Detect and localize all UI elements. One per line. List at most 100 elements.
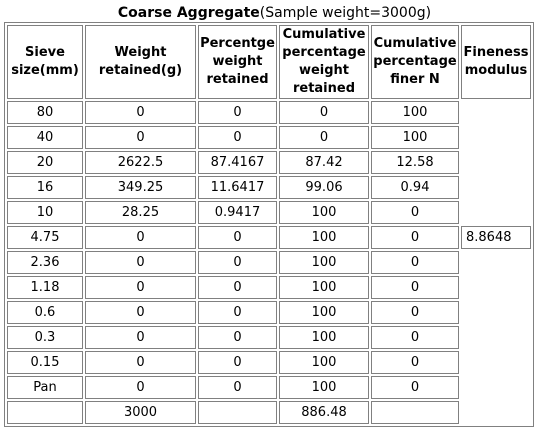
cell-cumulative-finer: 0: [371, 376, 459, 399]
cell-percent-retained: 87.4167: [198, 151, 277, 174]
cell-weight-retained: 0: [85, 351, 196, 374]
cell-sieve-size: 0.6: [7, 301, 83, 324]
cell-cumulative-finer: 0: [371, 226, 459, 249]
cell-weight-retained: 0: [85, 301, 196, 324]
total-cell-cumulative-finer: [371, 401, 459, 424]
cell-sieve-size: 2.36: [7, 251, 83, 274]
cell-percent-retained: 0: [198, 301, 277, 324]
cell-cumulative-retained: 100: [279, 201, 369, 224]
cell-cumulative-finer: 0: [371, 276, 459, 299]
cell-cumulative-finer: 0: [371, 351, 459, 374]
cell-sieve-size: 80: [7, 101, 83, 124]
cell-cumulative-retained: 100: [279, 351, 369, 374]
fineness-modulus-empty: [461, 176, 531, 199]
cell-cumulative-retained: 100: [279, 326, 369, 349]
cell-cumulative-retained: 87.42: [279, 151, 369, 174]
cell-percent-retained: 0: [198, 276, 277, 299]
cell-cumulative-retained: 100: [279, 376, 369, 399]
caption-title: Coarse Aggregate: [117, 5, 260, 21]
fineness-modulus-empty: [461, 376, 531, 399]
total-cell-weight-retained: 3000: [85, 401, 196, 424]
fineness-modulus-empty: [461, 101, 531, 124]
cell-weight-retained: 0: [85, 126, 196, 149]
cell-weight-retained: 0: [85, 226, 196, 249]
cell-percent-retained: 0: [198, 101, 277, 124]
cell-percent-retained: 0.9417: [198, 201, 277, 224]
total-cell-cumulative-retained: 886.48: [279, 401, 369, 424]
table-row: 0.15 0 0 100 0: [7, 351, 531, 374]
cell-percent-retained: 0: [198, 376, 277, 399]
cell-weight-retained: 0: [85, 101, 196, 124]
cell-cumulative-finer: 0: [371, 301, 459, 324]
cell-weight-retained: 0: [85, 326, 196, 349]
cell-cumulative-finer: 0: [371, 251, 459, 274]
table-row: 20 2622.5 87.4167 87.42 12.58: [7, 151, 531, 174]
cell-sieve-size: 10: [7, 201, 83, 224]
total-cell-sieve-size: [7, 401, 83, 424]
cell-cumulative-retained: 0: [279, 126, 369, 149]
cell-weight-retained: 0: [85, 251, 196, 274]
totals-row: 3000 886.48: [7, 401, 531, 424]
cell-sieve-size: 0.15: [7, 351, 83, 374]
cell-percent-retained: 0: [198, 351, 277, 374]
fineness-modulus-empty: [461, 326, 531, 349]
table-row: 80 0 0 0 100: [7, 101, 531, 124]
table-body: 80 0 0 0 100 40 0 0 0 100 20 2622.5 87.4167 87.42 12.5…: [7, 101, 531, 424]
cell-cumulative-finer: 0: [371, 326, 459, 349]
cell-cumulative-finer: 0.94: [371, 176, 459, 199]
cell-sieve-size: 16: [7, 176, 83, 199]
header-row: Sieve size(mm) Weight retained(g) Percen…: [7, 25, 531, 99]
cell-weight-retained: 2622.5: [85, 151, 196, 174]
fineness-modulus-empty: [461, 401, 531, 424]
cell-cumulative-retained: 100: [279, 276, 369, 299]
header-weight-retained: Weight retained(g): [85, 25, 196, 99]
cell-cumulative-finer: 0: [371, 201, 459, 224]
cell-cumulative-retained: 99.06: [279, 176, 369, 199]
cell-percent-retained: 0: [198, 251, 277, 274]
fineness-modulus-empty: [461, 351, 531, 374]
table-row: 40 0 0 0 100: [7, 126, 531, 149]
cell-sieve-size: 20: [7, 151, 83, 174]
cell-weight-retained: 0: [85, 276, 196, 299]
table-row: 10 28.25 0.9417 100 0: [7, 201, 531, 224]
header-cumulative-retained: Cumulative percentage weight retained: [279, 25, 369, 99]
cell-percent-retained: 11.6417: [198, 176, 277, 199]
cell-weight-retained: 0: [85, 376, 196, 399]
cell-cumulative-retained: 100: [279, 301, 369, 324]
fineness-modulus-empty: [461, 126, 531, 149]
fineness-modulus-empty: [461, 301, 531, 324]
cell-sieve-size: 1.18: [7, 276, 83, 299]
table-row: 2.36 0 0 100 0: [7, 251, 531, 274]
header-cumulative-finer: Cumulative percentage finer N: [371, 25, 459, 99]
table-row: 0.6 0 0 100 0: [7, 301, 531, 324]
cell-percent-retained: 0: [198, 326, 277, 349]
total-cell-percent-retained: [198, 401, 277, 424]
table-header: Sieve size(mm) Weight retained(g) Percen…: [7, 25, 531, 99]
fineness-modulus-empty: [461, 151, 531, 174]
table-row: Pan 0 0 100 0: [7, 376, 531, 399]
cell-cumulative-retained: 100: [279, 251, 369, 274]
table-row: 0.3 0 0 100 0: [7, 326, 531, 349]
cell-cumulative-finer: 100: [371, 126, 459, 149]
table-caption: Coarse Aggregate(Sample weight=3000g): [0, 4, 549, 22]
coarse-aggregate-table: Sieve size(mm) Weight retained(g) Percen…: [4, 22, 534, 427]
fineness-modulus-empty: [461, 201, 531, 224]
table-row: 4.75 0 0 100 0 8.8648: [7, 226, 531, 249]
cell-sieve-size: 4.75: [7, 226, 83, 249]
cell-sieve-size: 40: [7, 126, 83, 149]
cell-percent-retained: 0: [198, 226, 277, 249]
header-fineness-modulus: Fineness modulus: [461, 25, 531, 99]
cell-cumulative-retained: 0: [279, 101, 369, 124]
cell-sieve-size: 0.3: [7, 326, 83, 349]
header-sieve-size: Sieve size(mm): [7, 25, 83, 99]
cell-sieve-size: Pan: [7, 376, 83, 399]
header-percent-weight-retained: Percentge weight retained: [198, 25, 277, 99]
fineness-modulus-value: 8.8648: [461, 226, 531, 249]
cell-cumulative-finer: 100: [371, 101, 459, 124]
cell-percent-retained: 0: [198, 126, 277, 149]
table-row: 1.18 0 0 100 0: [7, 276, 531, 299]
cell-cumulative-retained: 100: [279, 226, 369, 249]
caption-subtitle: (Sample weight=3000g): [259, 5, 432, 21]
fineness-modulus-empty: [461, 251, 531, 274]
